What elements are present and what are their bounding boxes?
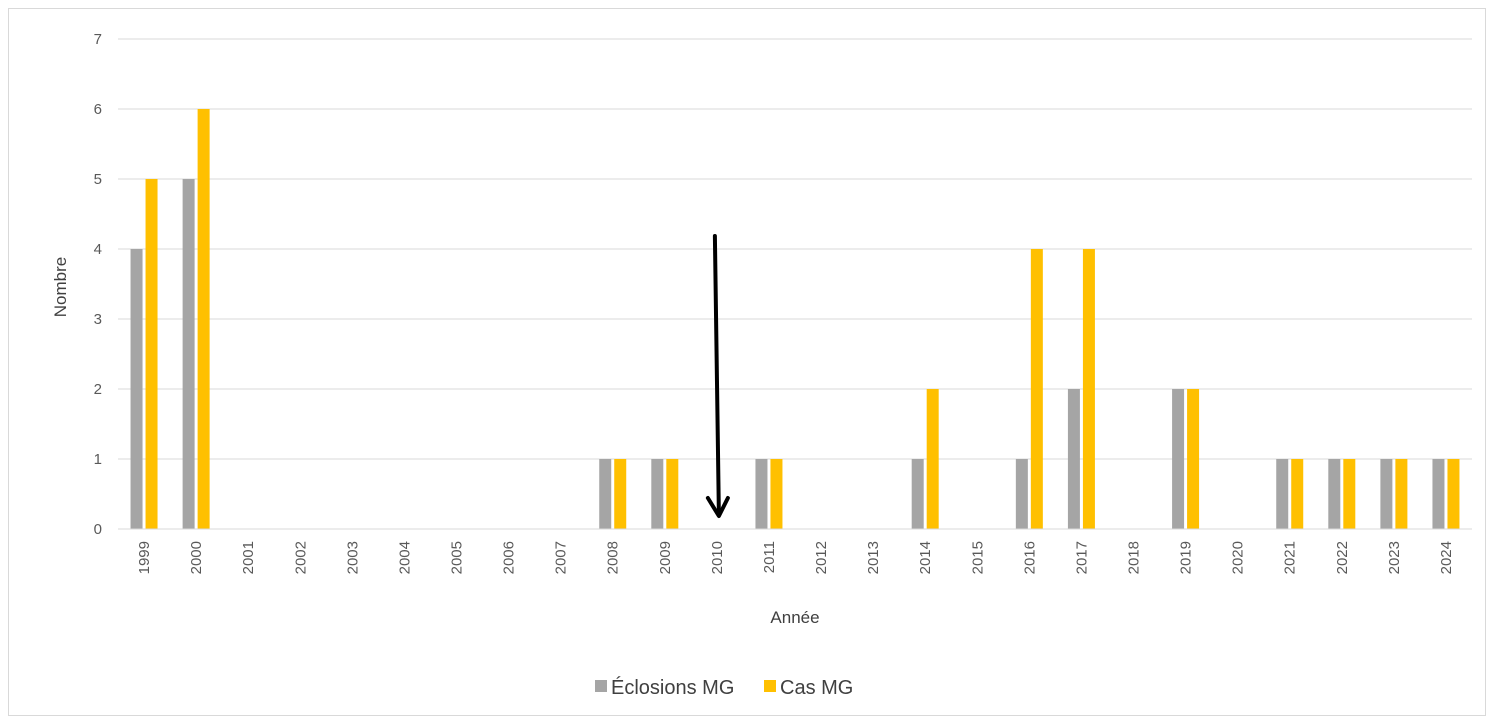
y-tick-label: 0: [94, 521, 102, 538]
y-axis-title: Nombre: [51, 257, 70, 317]
chart-frame: [8, 8, 1486, 716]
legend-label-eclosions: Éclosions MG: [611, 676, 734, 699]
legend-swatch-cas: [764, 680, 776, 692]
bar: [1291, 459, 1304, 529]
bar: [1395, 459, 1408, 529]
y-tick-label: 1: [94, 451, 102, 468]
x-tick-label: 2009: [657, 541, 674, 574]
x-tick-label: 2021: [1282, 541, 1299, 574]
x-tick-label: 2011: [761, 541, 778, 573]
x-tick-label: 2022: [1334, 541, 1351, 574]
x-tick-label: 2023: [1386, 541, 1403, 574]
legend-swatch-eclosions: [595, 680, 607, 692]
bar: [911, 459, 924, 529]
bars: [130, 109, 1460, 529]
y-tick-label: 2: [94, 381, 102, 398]
y-tick-label: 5: [94, 171, 102, 188]
bar: [1447, 459, 1460, 529]
x-tick-label: 2001: [240, 541, 257, 574]
y-tick-label: 3: [94, 311, 102, 328]
bar: [1276, 459, 1289, 529]
x-tick-label: 2007: [553, 541, 570, 574]
y-tick-label: 4: [94, 241, 102, 258]
x-tick-label: 2004: [396, 541, 413, 574]
x-tick-label: 2015: [969, 541, 986, 574]
bar: [1015, 459, 1028, 529]
legend: Éclosions MG Cas MG: [595, 676, 853, 699]
x-axis-title: Année: [770, 608, 819, 627]
bar: [197, 109, 210, 529]
x-tick-label: 2014: [917, 541, 934, 574]
bar: [130, 249, 143, 529]
bar: [651, 459, 664, 529]
bar: [1067, 389, 1080, 529]
x-axis-ticks: 1999 2000 2001 2002 2003 2004 2005 2006 2007 2008…: [136, 541, 1455, 574]
x-tick-label: 2010: [709, 541, 726, 574]
x-tick-label: 2020: [1230, 541, 1247, 574]
x-tick-label: 2012: [813, 541, 830, 574]
bar: [1172, 389, 1185, 529]
y-tick-label: 6: [94, 101, 102, 118]
bar: [1432, 459, 1445, 529]
bar: [1380, 459, 1393, 529]
x-tick-label: 2017: [1073, 541, 1090, 574]
x-tick-label: 1999: [136, 541, 153, 574]
bar: [599, 459, 612, 529]
legend-label-cas: Cas MG: [780, 677, 853, 699]
arrow-shaft: [712, 234, 721, 516]
x-tick-label: 2016: [1021, 541, 1038, 574]
x-tick-label: 2003: [344, 541, 361, 574]
bar: [755, 459, 768, 529]
bar: [145, 179, 158, 529]
bar: [1030, 249, 1043, 529]
x-tick-label: 2005: [449, 541, 466, 574]
x-tick-label: 2000: [188, 541, 205, 574]
bar: [1082, 249, 1095, 529]
y-tick-label: 7: [94, 31, 102, 48]
x-tick-label: 2002: [292, 541, 309, 574]
x-tick-label: 2006: [501, 541, 518, 574]
bar: [926, 389, 939, 529]
bar: [770, 459, 783, 529]
arrow-head: [705, 496, 730, 518]
gridlines: [118, 38, 1472, 460]
bar: [182, 179, 195, 529]
x-tick-label: 2008: [605, 541, 622, 574]
arrow-annotation: [705, 234, 730, 518]
y-axis-ticks: 0 1 2 3 4 5 6 7: [94, 31, 102, 538]
bar: [1328, 459, 1341, 529]
x-tick-label: 2024: [1438, 541, 1455, 574]
x-tick-label: 2018: [1126, 541, 1143, 574]
bar: [614, 459, 627, 529]
x-tick-label: 2013: [865, 541, 882, 574]
x-tick-label: 2019: [1178, 541, 1195, 574]
bar: [1187, 389, 1200, 529]
bar: [666, 459, 679, 529]
bar: [1343, 459, 1356, 529]
